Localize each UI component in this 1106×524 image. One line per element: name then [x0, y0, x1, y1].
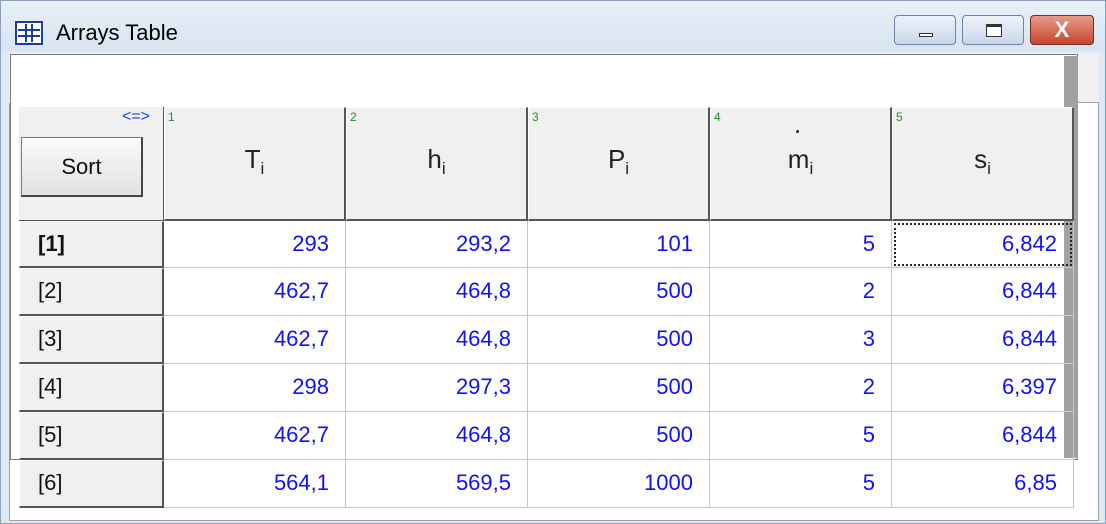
row-header[interactable]: [3]	[19, 316, 164, 364]
maximize-button[interactable]	[962, 15, 1024, 45]
table-cell[interactable]: 464,8	[346, 316, 528, 364]
table-cell[interactable]: 569,5	[346, 460, 528, 508]
row-header[interactable]: [5]	[19, 412, 164, 460]
table-cell[interactable]: 6,844	[892, 268, 1074, 316]
table-cell[interactable]: 500	[528, 268, 710, 316]
close-button[interactable]: X	[1030, 15, 1094, 45]
column-header[interactable]: 4 mi	[710, 107, 892, 221]
table-cell[interactable]: 293,2	[346, 221, 528, 268]
column-symbol: si	[893, 144, 1072, 179]
column-symbol-subscript: i	[260, 159, 265, 178]
row-header[interactable]: [1]	[19, 221, 164, 268]
column-header[interactable]: 5 si	[892, 107, 1074, 221]
table-cell[interactable]: 462,7	[164, 268, 346, 316]
minimize-icon	[919, 33, 933, 37]
column-symbol-base: P	[607, 144, 626, 174]
column-symbol: Pi	[529, 144, 708, 179]
table-cell[interactable]: 564,1	[164, 460, 346, 508]
table-cell[interactable]: 3	[710, 316, 892, 364]
column-resize-icon[interactable]: <=>	[121, 108, 151, 125]
table-cell[interactable]: 6,842	[892, 221, 1074, 268]
column-symbol-subscript: i	[441, 159, 446, 178]
column-header[interactable]: 2 hi	[346, 107, 528, 221]
row-header[interactable]: [2]	[19, 268, 164, 316]
table-cell[interactable]: 2	[710, 268, 892, 316]
sort-button[interactable]: Sort	[21, 137, 143, 197]
row-header[interactable]: [6]	[19, 460, 164, 508]
column-symbol-subscript: i	[809, 159, 814, 178]
table-cell[interactable]: 2	[710, 364, 892, 412]
column-number: 5	[896, 110, 903, 124]
table-cell[interactable]: 293	[164, 221, 346, 268]
column-number: 1	[168, 110, 175, 124]
table-cell[interactable]: 5	[710, 412, 892, 460]
column-number: 4	[714, 110, 721, 124]
table-cell[interactable]: 101	[528, 221, 710, 268]
dot-accent	[795, 130, 799, 133]
table-cell[interactable]: 500	[528, 316, 710, 364]
table-cell[interactable]: 6,85	[892, 460, 1074, 508]
column-symbol-base: T	[244, 144, 261, 174]
column-symbol: Ti	[165, 144, 344, 179]
minimize-button[interactable]	[894, 15, 956, 45]
table-app-icon	[15, 21, 43, 45]
column-header[interactable]: 1 Ti	[164, 107, 346, 221]
column-header[interactable]: 3 Pi	[528, 107, 710, 221]
title-bar[interactable]: Arrays Table X	[1, 1, 1105, 51]
table-cell[interactable]: 1000	[528, 460, 710, 508]
table-cell[interactable]: 6,397	[892, 364, 1074, 412]
column-symbol-base: m	[787, 144, 810, 174]
column-symbol-base: s	[974, 144, 988, 174]
table-cell[interactable]: 298	[164, 364, 346, 412]
table-cell[interactable]: 6,844	[892, 412, 1074, 460]
table-cell[interactable]: 297,3	[346, 364, 528, 412]
table-cell[interactable]: 462,7	[164, 316, 346, 364]
table-cell[interactable]: 6,844	[892, 316, 1074, 364]
column-symbol: hi	[347, 144, 526, 179]
table-cell[interactable]: 5	[710, 460, 892, 508]
table-cell[interactable]: 500	[528, 412, 710, 460]
column-symbol-subscript: i	[987, 159, 991, 178]
column-symbol-subscript: i	[625, 159, 630, 178]
table-cell[interactable]: 5	[710, 221, 892, 268]
window-title: Arrays Table	[56, 20, 178, 45]
close-icon: X	[1054, 17, 1070, 42]
maximize-icon	[986, 24, 1002, 37]
column-number: 2	[350, 110, 357, 124]
column-symbol: mi	[711, 144, 890, 179]
table-cell[interactable]: 500	[528, 364, 710, 412]
column-symbol-base: h	[427, 144, 442, 174]
table-cell[interactable]: 462,7	[164, 412, 346, 460]
table-cell[interactable]: 464,8	[346, 412, 528, 460]
column-number: 3	[532, 110, 539, 124]
table-cell[interactable]: 464,8	[346, 268, 528, 316]
row-header[interactable]: [4]	[19, 364, 164, 412]
